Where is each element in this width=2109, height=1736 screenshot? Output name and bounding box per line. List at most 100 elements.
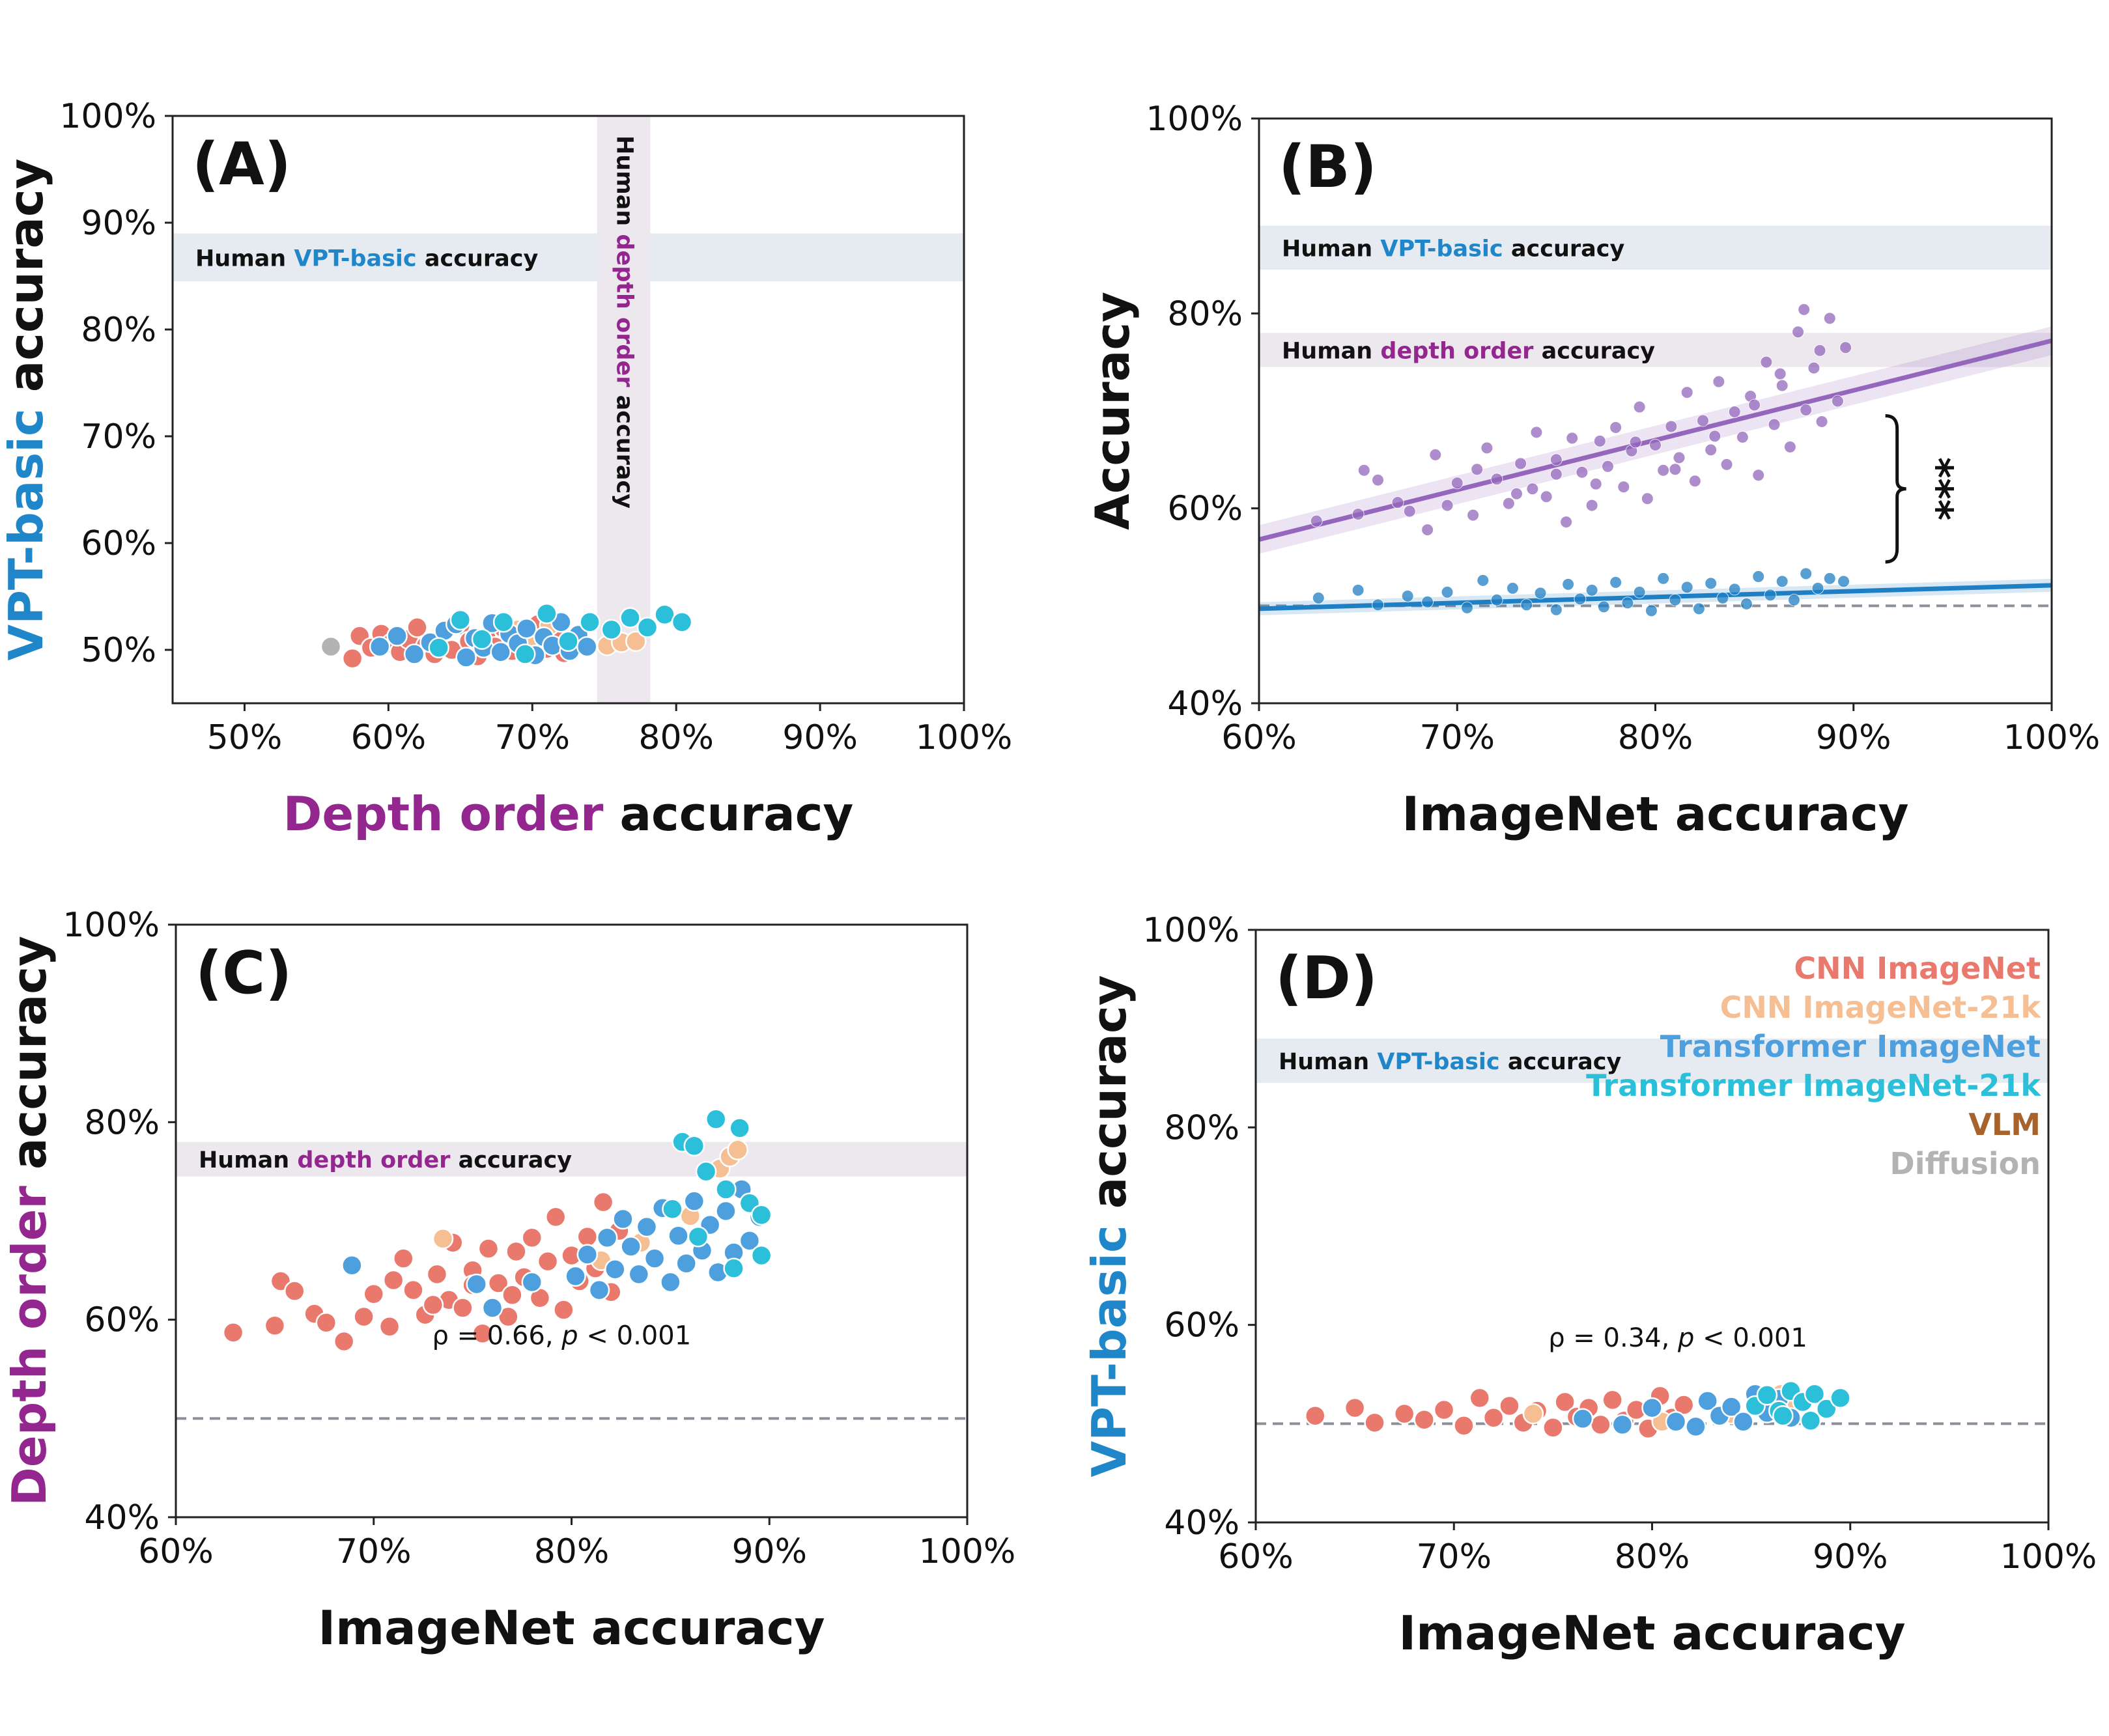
human-band-1 bbox=[597, 116, 651, 703]
data-point bbox=[1597, 600, 1610, 613]
x-tick-label: 90% bbox=[1816, 718, 1891, 757]
data-point bbox=[1728, 405, 1741, 418]
data-point bbox=[516, 617, 537, 639]
data-point bbox=[723, 1257, 744, 1280]
data-point bbox=[1421, 524, 1434, 537]
data-point bbox=[1490, 593, 1503, 606]
human-band-label-0: Human VPT-basic accuracy bbox=[1282, 236, 1624, 262]
x-tick-label: 90% bbox=[731, 1532, 807, 1571]
data-point bbox=[1421, 595, 1434, 608]
data-point bbox=[1629, 436, 1642, 449]
y-tick-label: 60% bbox=[1164, 1306, 1239, 1345]
x-tick-label: 70% bbox=[1419, 718, 1495, 757]
data-point bbox=[687, 1226, 709, 1248]
data-point bbox=[654, 604, 675, 626]
y-axis-title-part: VPT-basic bbox=[0, 408, 53, 660]
x-tick-label: 100% bbox=[916, 718, 1013, 757]
x-tick-label: 60% bbox=[1221, 718, 1297, 757]
data-point bbox=[487, 1272, 509, 1294]
annotation-part: ρ = 0.34, bbox=[1548, 1323, 1678, 1353]
data-point bbox=[660, 1271, 681, 1293]
data-point bbox=[668, 1225, 689, 1246]
data-point bbox=[521, 1271, 543, 1293]
data-point bbox=[1716, 591, 1729, 604]
data-point bbox=[683, 1135, 705, 1156]
data-point bbox=[739, 1230, 761, 1252]
data-point bbox=[620, 1236, 642, 1257]
data-point bbox=[426, 1263, 448, 1285]
data-point bbox=[1514, 457, 1527, 470]
data-point bbox=[481, 1297, 503, 1319]
data-point bbox=[1609, 576, 1622, 589]
data-point bbox=[1413, 1409, 1435, 1431]
data-point bbox=[1530, 426, 1543, 439]
data-point bbox=[1680, 386, 1693, 399]
data-point bbox=[1602, 1389, 1623, 1411]
x-axis-title: ImageNet accuracy bbox=[1402, 787, 1908, 841]
band-label-part: depth bbox=[612, 234, 638, 309]
data-point bbox=[601, 619, 623, 641]
data-point bbox=[1733, 1411, 1754, 1433]
band-label-part: Human bbox=[199, 1147, 297, 1173]
data-point bbox=[1534, 587, 1547, 600]
data-point bbox=[1708, 430, 1721, 443]
data-point bbox=[1477, 574, 1490, 587]
fit-line bbox=[1258, 583, 2052, 611]
data-point bbox=[1352, 583, 1365, 596]
data-point bbox=[1669, 463, 1682, 476]
data-point bbox=[662, 1198, 683, 1220]
data-point bbox=[1526, 483, 1539, 496]
data-point bbox=[1453, 1415, 1475, 1436]
plot-frame bbox=[1258, 117, 2053, 705]
y-tick-label: 70% bbox=[81, 417, 156, 456]
data-point bbox=[1617, 481, 1630, 494]
data-point bbox=[1451, 477, 1464, 490]
data-point bbox=[545, 1206, 567, 1228]
data-point bbox=[1776, 379, 1789, 392]
data-point bbox=[750, 1244, 772, 1267]
human-band-0 bbox=[1259, 225, 2052, 270]
data-point bbox=[619, 607, 641, 629]
legend-entry: VLM bbox=[1968, 1107, 2041, 1142]
data-point bbox=[1471, 463, 1484, 476]
data-point bbox=[1705, 577, 1718, 590]
y-tick-label: 60% bbox=[84, 1301, 160, 1340]
data-point bbox=[363, 1283, 384, 1305]
data-point bbox=[1566, 432, 1579, 445]
x-tick-label: 50% bbox=[207, 718, 283, 757]
y-axis-title-part: Depth order bbox=[2, 1186, 57, 1506]
band-label-part: Human bbox=[1282, 338, 1380, 364]
y-axis-title: VPT-basic accuracy bbox=[1082, 975, 1137, 1477]
data-point bbox=[1813, 344, 1826, 357]
x-tick-label: 70% bbox=[494, 718, 570, 757]
data-point bbox=[1680, 581, 1693, 594]
y-axis-title-part: accuracy bbox=[2, 936, 57, 1186]
panel-label: (B) bbox=[1279, 133, 1377, 201]
data-point bbox=[1562, 578, 1575, 591]
data-point bbox=[1550, 453, 1563, 466]
y-axis-title: Accuracy bbox=[1085, 292, 1140, 530]
y-axis-title-part: accuracy bbox=[1082, 975, 1137, 1225]
human-band-label-1: Human depth order accuracy bbox=[612, 135, 638, 509]
y-tick-label: 90% bbox=[81, 204, 156, 243]
panel-c: Human depth order accuracy 60% 70% 80% 90% 10… bbox=[2, 906, 1015, 1655]
band-label-part: accuracy bbox=[612, 387, 638, 509]
legend-entry: CNN ImageNet-21k bbox=[1720, 990, 2042, 1025]
x-axis-title: ImageNet accuracy bbox=[1398, 1606, 1905, 1660]
x-tick-label: 60% bbox=[1218, 1537, 1294, 1576]
data-point bbox=[636, 1216, 658, 1238]
data-point bbox=[715, 1200, 737, 1222]
x-axis-title: ImageNet accuracy bbox=[318, 1601, 825, 1655]
x-tick-label: 70% bbox=[336, 1532, 412, 1571]
data-point bbox=[284, 1280, 305, 1302]
data-point bbox=[1776, 575, 1789, 588]
human-band-0 bbox=[176, 1141, 967, 1177]
data-point bbox=[1641, 1397, 1663, 1419]
band-label-part: Human bbox=[1279, 1049, 1377, 1075]
y-axis-title-part: VPT-basic bbox=[1082, 1225, 1137, 1477]
data-point bbox=[1522, 1403, 1544, 1425]
data-point bbox=[1673, 1394, 1695, 1416]
y-tick-label: 80% bbox=[81, 311, 156, 350]
data-point bbox=[320, 636, 342, 658]
band-label-part: accuracy bbox=[1500, 1049, 1622, 1075]
